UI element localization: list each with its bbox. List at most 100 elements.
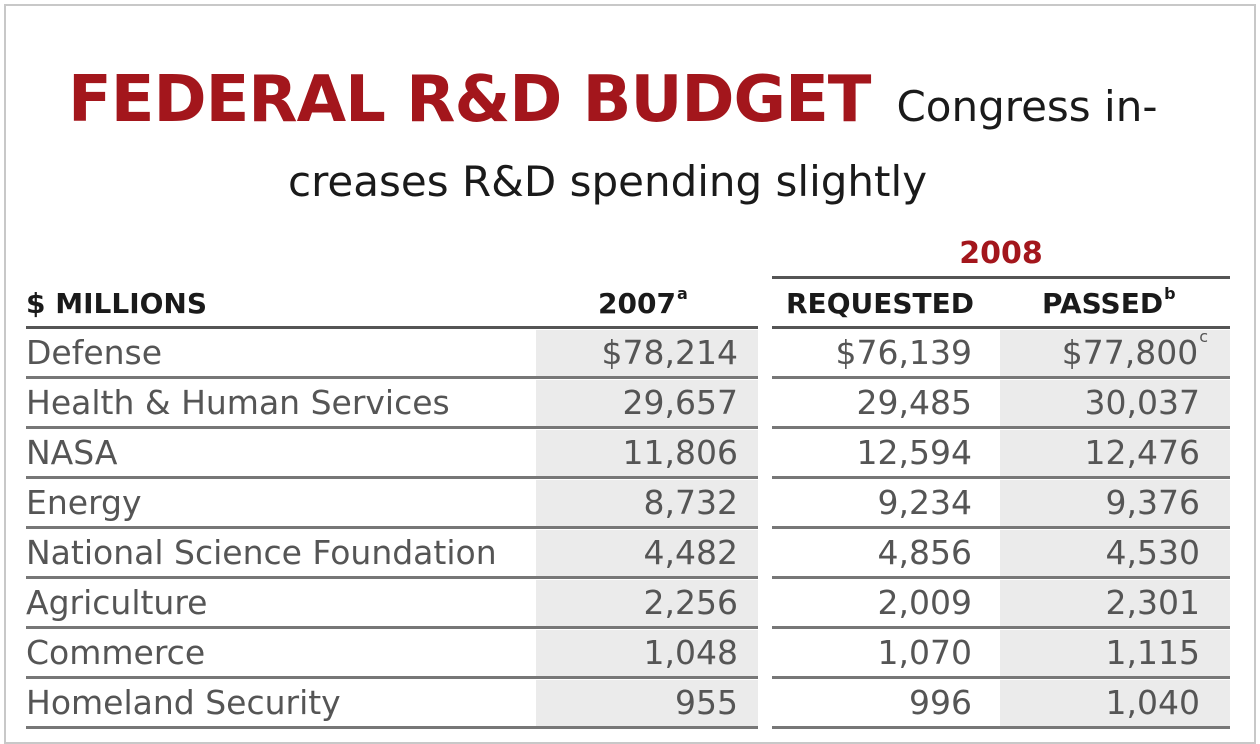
row-rule-right	[772, 676, 1230, 679]
cell-passed-value: 9,376	[1105, 483, 1200, 522]
cell-2007: 4,482	[536, 530, 758, 576]
cell-passed-value: 2,301	[1105, 583, 1200, 622]
row-rule-left	[26, 426, 758, 429]
row-label-value: National Science Foundation	[26, 533, 497, 572]
cell-requested: 12,594	[772, 430, 992, 476]
row-rule-right	[772, 426, 1230, 429]
cell-requested: 4,856	[772, 530, 992, 576]
cell-passed: 2,301	[1000, 580, 1230, 626]
title-line-1: FEDERAL R&D BUDGET Congress in-	[66, 62, 1226, 154]
table-row: Homeland Security 955 996 1,040	[26, 680, 1232, 730]
cell-2007: 29,657	[536, 380, 758, 426]
row-rule-right	[772, 476, 1230, 479]
row-label-value: Agriculture	[26, 583, 208, 622]
cell-passed-value: 1,040	[1105, 683, 1200, 722]
column-header-2007: 2007a	[598, 282, 688, 326]
row-rule-left	[26, 476, 758, 479]
cell-requested: 1,070	[772, 630, 992, 676]
cell-passed-value: 30,037	[1084, 383, 1200, 422]
column-header-requested: REQUESTED	[786, 282, 974, 326]
row-rule-left	[26, 526, 758, 529]
cell-2007-value: 1,048	[643, 633, 738, 672]
cell-2007-value: 955	[675, 683, 738, 722]
cell-passed: 30,037	[1000, 380, 1230, 426]
row-label-value: Defense	[26, 333, 163, 372]
group-header-2008: 2008	[959, 236, 1043, 271]
cell-requested-value: 996	[909, 683, 972, 722]
row-rule-left	[26, 626, 758, 629]
chart-title: FEDERAL R&D BUDGET	[68, 63, 871, 137]
row-rule-left	[26, 576, 758, 579]
row-label: National Science Foundation	[26, 530, 526, 576]
row-rule-left	[26, 376, 758, 379]
table-row: Commerce 1,048 1,070 1,115	[26, 630, 1232, 680]
column-header-millions-label: $ MILLIONS	[26, 287, 208, 320]
footnote-a-marker: a	[676, 283, 688, 303]
cell-2007-value: 2,256	[643, 583, 738, 622]
cell-2007: 955	[536, 680, 758, 726]
cell-passed: 9,376	[1000, 480, 1230, 526]
cell-requested: 9,234	[772, 480, 992, 526]
table-row: Energy 8,732 9,234 9,376	[26, 480, 1232, 530]
row-label: Homeland Security	[26, 680, 526, 726]
cell-requested-value: 1,070	[877, 633, 972, 672]
row-label: NASA	[26, 430, 526, 476]
header-rule-left	[26, 326, 758, 329]
cell-passed: 1,115	[1000, 630, 1230, 676]
cell-2007-value: 11,806	[622, 433, 738, 472]
column-header-passed: PASSEDb	[1042, 282, 1176, 326]
chart-subtitle-line-2: creases R&D spending slightly	[288, 157, 928, 206]
cell-2007: 1,048	[536, 630, 758, 676]
header-rule-right	[772, 326, 1230, 329]
table-row: Health & Human Services 29,657 29,485 30,03…	[26, 380, 1232, 430]
cell-2007: 11,806	[536, 430, 758, 476]
cell-2007-value: $78,214	[601, 333, 738, 372]
cell-2007: $78,214	[536, 330, 758, 376]
row-rule-left	[26, 676, 758, 679]
cell-2007-value: 29,657	[622, 383, 738, 422]
row-label: Agriculture	[26, 580, 526, 626]
cell-2007: 8,732	[536, 480, 758, 526]
row-label: Commerce	[26, 630, 526, 676]
row-rule-right	[772, 726, 1230, 729]
column-header-passed-label: PASSED	[1042, 287, 1164, 320]
cell-requested: 29,485	[772, 380, 992, 426]
row-label-value: Homeland Security	[26, 683, 341, 722]
cell-passed: 4,530	[1000, 530, 1230, 576]
column-header-millions: $ MILLIONS	[26, 282, 207, 326]
row-label: Energy	[26, 480, 526, 526]
table-row: Defense $78,214 $76,139 $77,800c	[26, 327, 1232, 380]
cell-requested: 996	[772, 680, 992, 726]
chart-subtitle-line-1: Congress in-	[896, 82, 1158, 131]
title-block: FEDERAL R&D BUDGET Congress in- creases R…	[66, 62, 1226, 210]
cell-passed-value: 1,115	[1105, 633, 1200, 672]
row-rule-right	[772, 526, 1230, 529]
group-header-rule	[772, 276, 1230, 279]
cell-requested-value: $76,139	[835, 333, 972, 372]
cell-2007-value: 4,482	[643, 533, 738, 572]
table-row: NASA 11,806 12,594 12,476	[26, 430, 1232, 480]
row-label: Health & Human Services	[26, 380, 526, 426]
row-rule-right	[772, 626, 1230, 629]
row-rule-right	[772, 376, 1230, 379]
row-rule-right	[772, 576, 1230, 579]
cell-requested: $76,139	[772, 330, 992, 376]
cell-passed: 1,040	[1000, 680, 1230, 726]
cell-2007: 2,256	[536, 580, 758, 626]
row-label: Defense	[26, 330, 526, 376]
table-row: National Science Foundation 4,482 4,856 4,5…	[26, 530, 1232, 580]
cell-passed: 12,476	[1000, 430, 1230, 476]
cell-requested: 2,009	[772, 580, 992, 626]
row-label-value: Energy	[26, 483, 142, 522]
cell-passed-value: 12,476	[1084, 433, 1200, 472]
row-label-value: Commerce	[26, 633, 206, 672]
cell-2007-value: 8,732	[643, 483, 738, 522]
column-header-2007-label: 2007	[598, 287, 676, 320]
footnote-c-marker: c	[1199, 327, 1208, 346]
footnote-b-marker: b	[1164, 283, 1176, 303]
column-header-requested-label: REQUESTED	[786, 287, 974, 320]
cell-passed-value: $77,800	[1061, 333, 1199, 372]
cell-requested-value: 29,485	[856, 383, 972, 422]
cell-passed-value: 4,530	[1105, 533, 1200, 572]
row-label-value: NASA	[26, 433, 118, 472]
